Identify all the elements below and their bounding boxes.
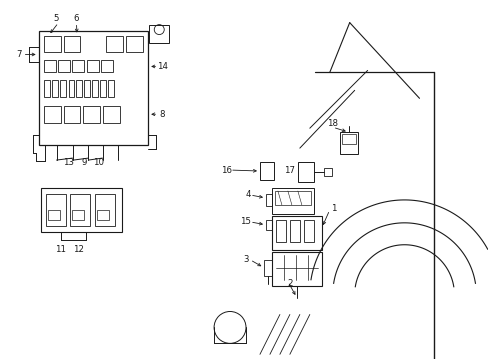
Text: 2: 2: [286, 279, 292, 288]
Text: 11: 11: [55, 245, 66, 254]
Bar: [76, 80, 82, 97]
Text: 9: 9: [81, 158, 87, 167]
Bar: [87, 60, 99, 72]
Bar: [274, 191, 310, 205]
Bar: [83, 106, 100, 123]
Bar: [126, 36, 143, 53]
Bar: [97, 210, 109, 220]
Bar: [43, 60, 56, 72]
Bar: [265, 220, 271, 230]
Bar: [106, 36, 123, 53]
Bar: [43, 80, 49, 97]
Text: 12: 12: [73, 245, 84, 254]
Bar: [39, 31, 148, 145]
Bar: [271, 252, 321, 285]
Bar: [60, 80, 65, 97]
Bar: [271, 188, 313, 214]
Bar: [70, 194, 90, 226]
Bar: [95, 194, 115, 226]
Text: 4: 4: [245, 190, 250, 199]
Bar: [271, 216, 321, 250]
Text: 15: 15: [240, 217, 251, 226]
Bar: [100, 80, 106, 97]
Bar: [45, 194, 65, 226]
Bar: [264, 260, 271, 276]
Bar: [43, 106, 61, 123]
Bar: [72, 210, 84, 220]
Text: 7: 7: [16, 50, 21, 59]
Bar: [47, 210, 60, 220]
Bar: [108, 80, 114, 97]
Bar: [289, 220, 299, 242]
Bar: [149, 24, 169, 42]
Text: 1: 1: [330, 204, 336, 213]
Bar: [92, 80, 98, 97]
Bar: [303, 220, 313, 242]
Text: 10: 10: [93, 158, 104, 167]
Bar: [63, 36, 81, 53]
Text: 18: 18: [326, 119, 338, 128]
Bar: [43, 36, 61, 53]
Bar: [68, 80, 74, 97]
Bar: [58, 60, 70, 72]
Text: 5: 5: [54, 14, 59, 23]
Bar: [297, 162, 313, 182]
Bar: [275, 220, 285, 242]
Bar: [341, 134, 355, 144]
Text: 13: 13: [63, 158, 74, 167]
Text: 16: 16: [220, 166, 231, 175]
Bar: [339, 132, 357, 154]
Bar: [323, 168, 331, 176]
Bar: [84, 80, 90, 97]
Bar: [72, 60, 84, 72]
Bar: [260, 162, 273, 180]
Bar: [103, 106, 120, 123]
Bar: [265, 194, 271, 206]
Text: 6: 6: [74, 14, 79, 23]
Text: 3: 3: [243, 255, 248, 264]
Bar: [101, 60, 113, 72]
Text: 8: 8: [159, 110, 164, 119]
Bar: [51, 80, 58, 97]
Bar: [63, 106, 81, 123]
Text: 17: 17: [284, 166, 295, 175]
Bar: [41, 188, 122, 232]
Text: 14: 14: [157, 62, 167, 71]
